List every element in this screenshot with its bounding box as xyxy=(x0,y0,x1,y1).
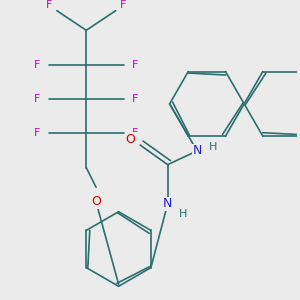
Text: O: O xyxy=(125,133,135,146)
Text: F: F xyxy=(34,60,40,70)
Text: F: F xyxy=(120,0,127,10)
Text: F: F xyxy=(46,0,52,10)
Text: H: H xyxy=(179,209,188,219)
Text: F: F xyxy=(132,128,139,138)
Text: F: F xyxy=(132,60,139,70)
Text: O: O xyxy=(91,195,101,208)
Text: F: F xyxy=(34,128,40,138)
Text: H: H xyxy=(208,142,217,152)
Text: F: F xyxy=(34,94,40,104)
Text: N: N xyxy=(192,144,202,158)
Text: F: F xyxy=(132,94,139,104)
Text: N: N xyxy=(163,197,172,210)
